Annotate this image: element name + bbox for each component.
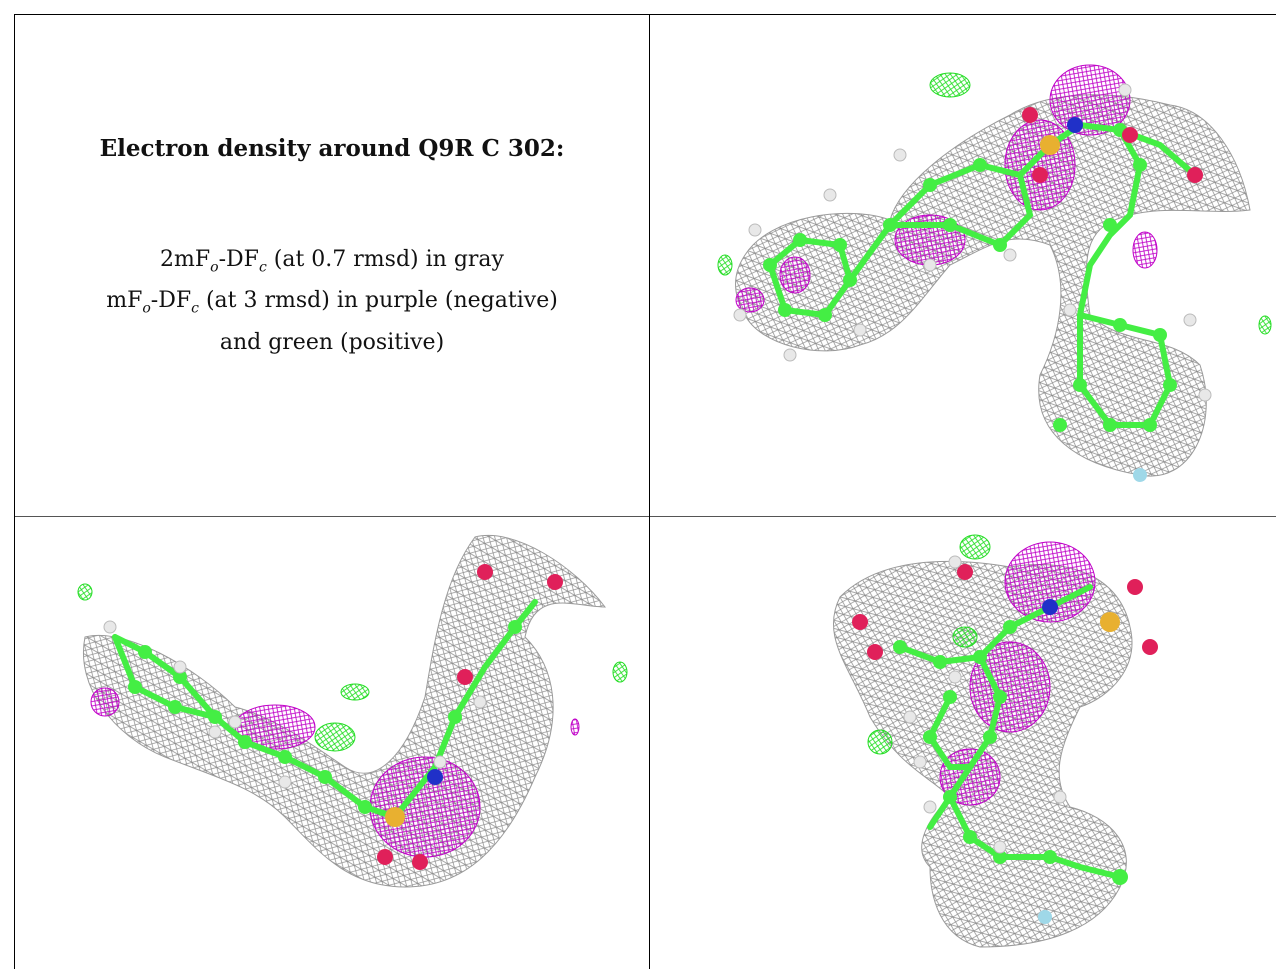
caption-line-1: 2mFo-DFc (at 0.7 rmsd) in gray: [15, 243, 649, 284]
caption-text: (at 0.7 rmsd) in gray: [266, 247, 504, 272]
center-divider: [649, 14, 650, 969]
view-top-right: [650, 15, 1276, 516]
green-positive-density: [867, 534, 991, 755]
view-bottom-left: [15, 517, 649, 969]
middle-divider: [14, 516, 1276, 517]
gray-density-mesh: [83, 535, 607, 888]
caption-subscript: o: [142, 300, 151, 317]
molecule-atoms: [733, 83, 1212, 482]
caption-subscript: o: [210, 259, 219, 276]
molecule-atoms: [852, 555, 1158, 924]
figure-grid: Electron density around Q9R C 302: 2mFo-…: [14, 14, 1276, 969]
caption-text: -DF: [218, 247, 259, 272]
purple-negative-density: [90, 687, 580, 858]
left-border: [14, 14, 15, 969]
molecule-atoms: [103, 564, 563, 870]
caption-text: mF: [106, 288, 143, 314]
caption-line-2: mFo-DFc (at 3 rmsd) in purple (negative): [15, 284, 649, 325]
caption-line-3: and green (positive): [219, 329, 445, 355]
gray-density-mesh: [735, 94, 1251, 477]
caption-panel: Electron density around Q9R C 302: 2mFo-…: [15, 15, 649, 516]
caption-text: -DF: [150, 288, 192, 314]
view-bottom-right: [650, 517, 1276, 969]
caption-body: 2mFo-DFc (at 0.7 rmsd) in gray mFo-DFc (…: [15, 243, 649, 359]
caption-text: 2mF: [160, 247, 211, 272]
green-positive-density: [717, 72, 1272, 335]
green-positive-density: [77, 583, 628, 752]
caption-text: (at 3 rmsd) in purple (negative): [198, 288, 558, 314]
top-border: [14, 14, 1276, 15]
caption-title: Electron density around Q9R C 302:: [99, 135, 565, 162]
caption-subscript: c: [258, 259, 267, 276]
caption-subscript: c: [191, 300, 199, 317]
